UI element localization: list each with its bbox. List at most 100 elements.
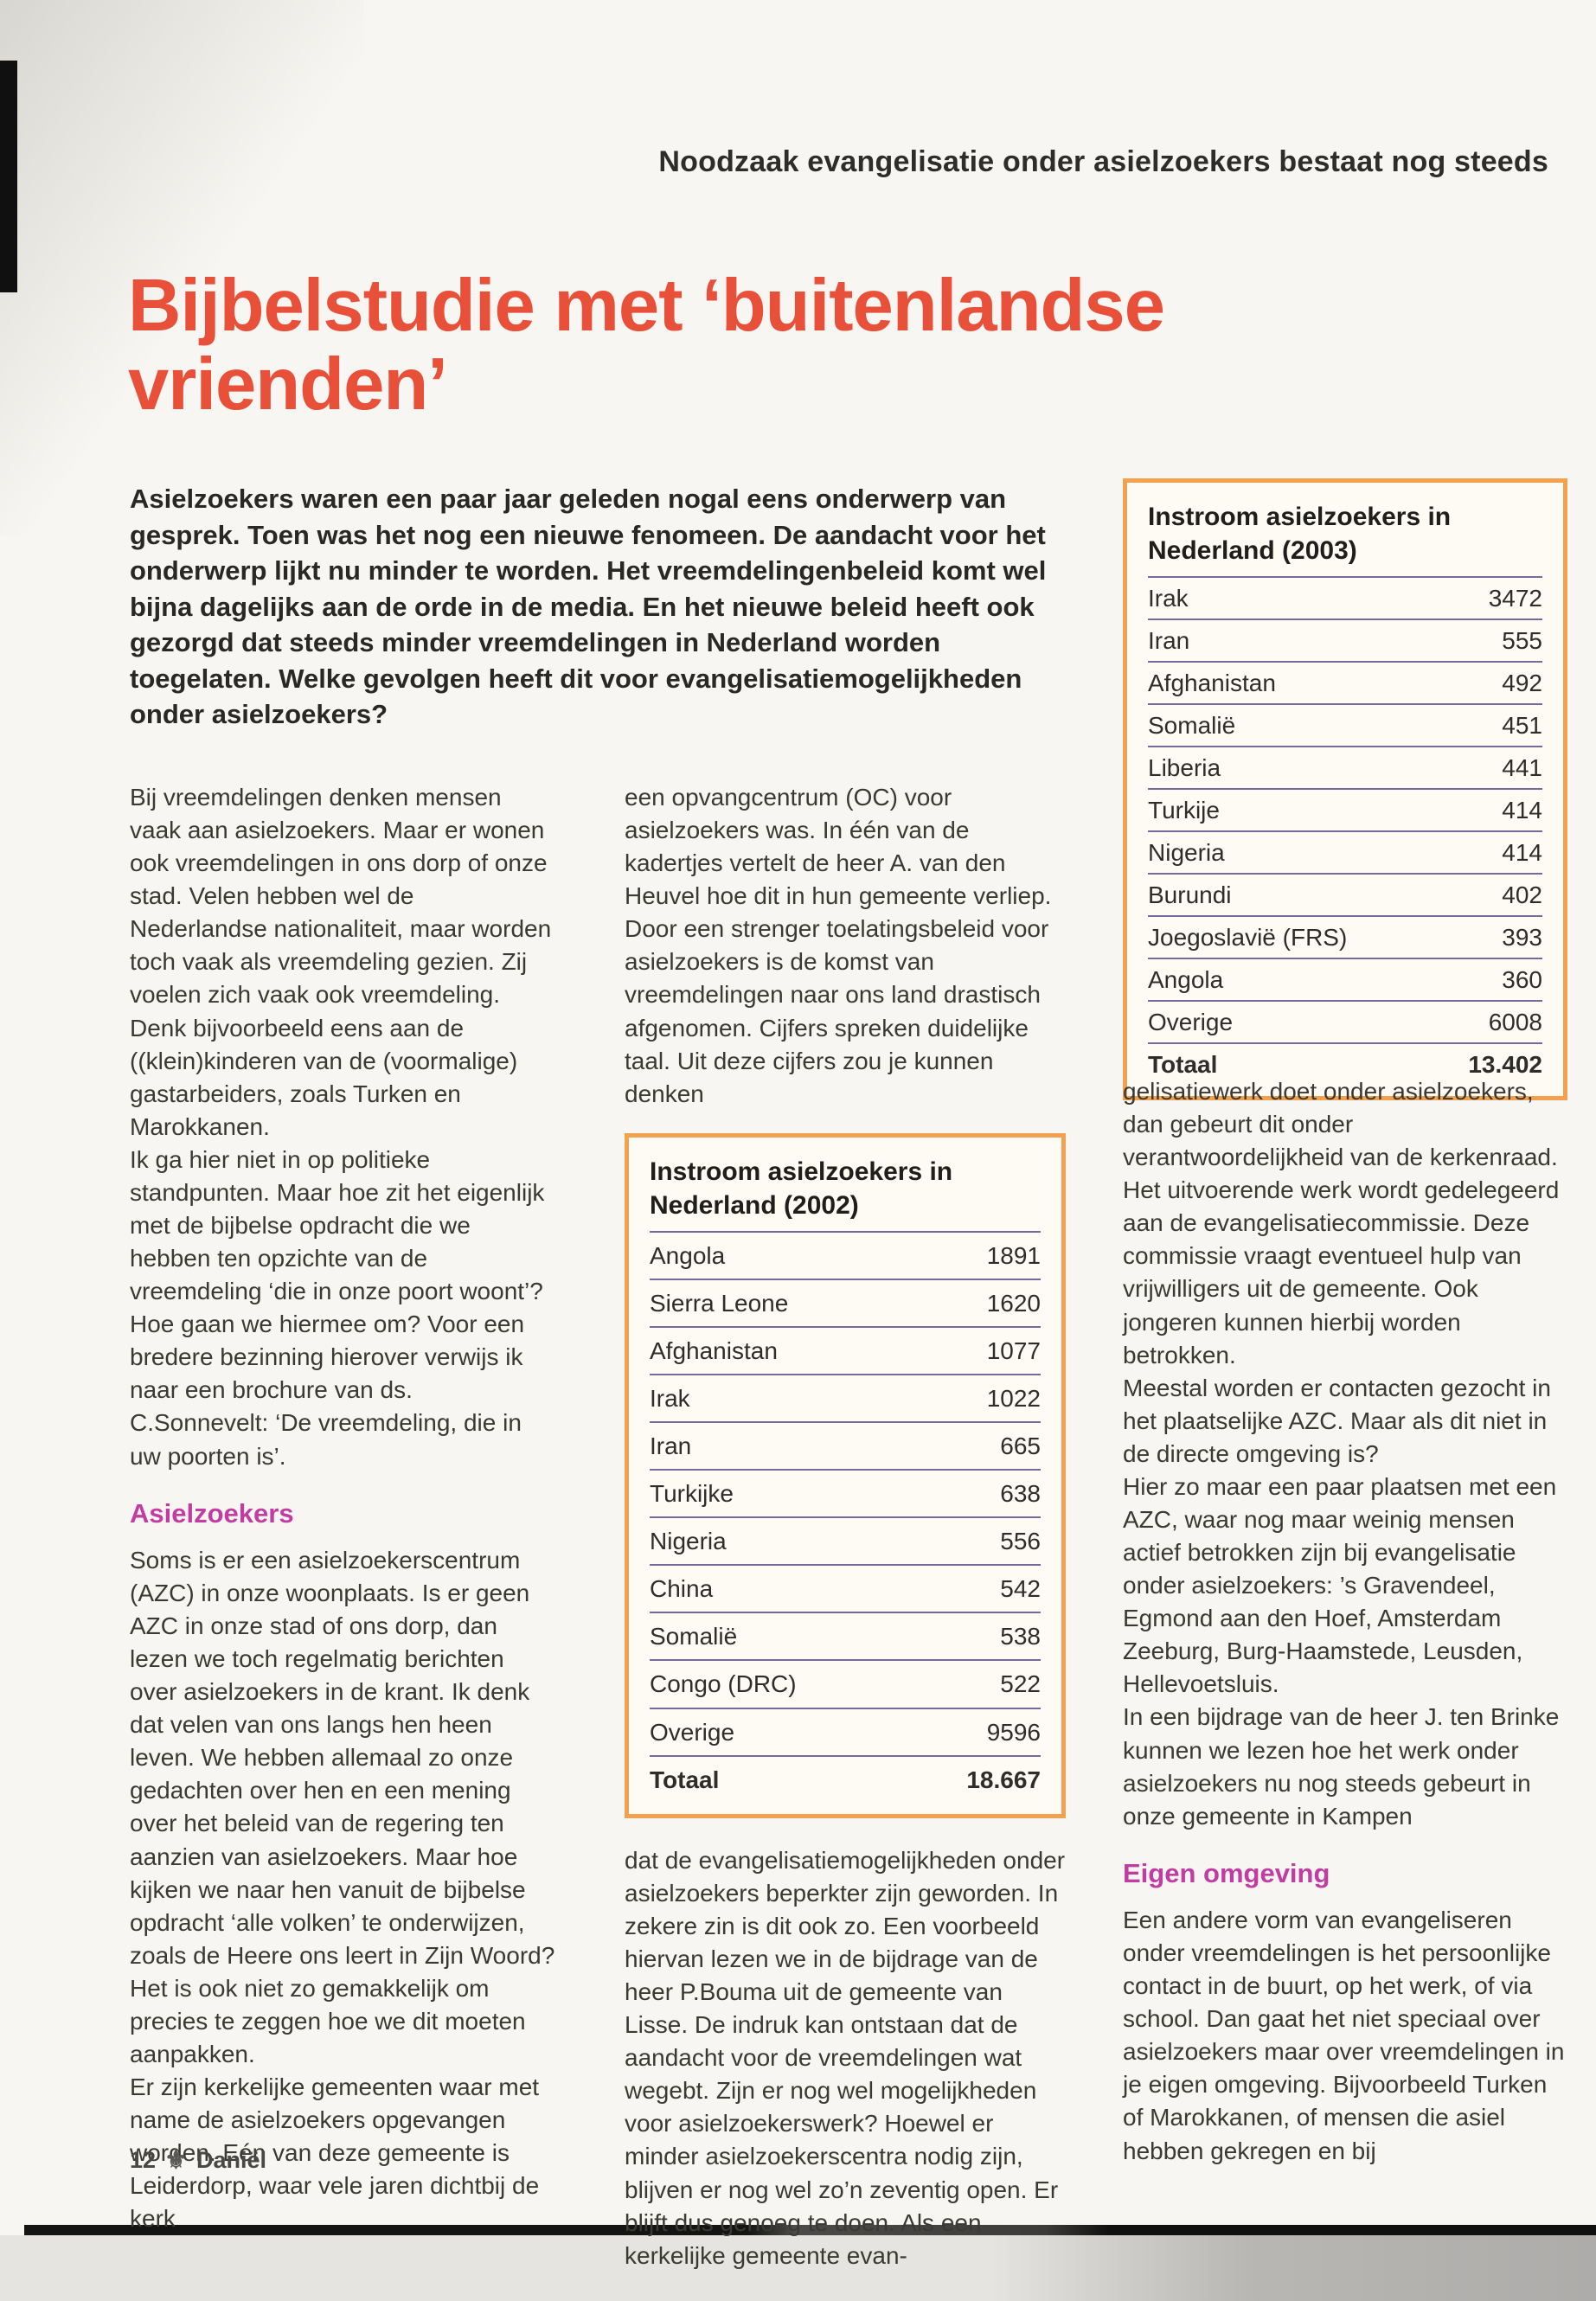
page-number: 12 xyxy=(130,2147,157,2173)
country-label: Angola xyxy=(650,1241,726,1269)
count-value: 556 xyxy=(1000,1528,1041,1555)
paragraph: Hier zo maar een paar plaatsen met een A… xyxy=(1123,1472,1557,1698)
text-column-right: gelisatiewerk doet onder asielzoekers, d… xyxy=(1123,1075,1566,2168)
paragraph: Door een strenger toelatingsbeleid voor … xyxy=(625,915,1049,1107)
count-value: 492 xyxy=(1502,670,1542,696)
table-row: Afghanistan 1077 xyxy=(650,1328,1041,1376)
country-label: Overige xyxy=(1148,1009,1234,1035)
country-label: Angola xyxy=(1148,966,1224,993)
table-row: Irak 1022 xyxy=(650,1375,1041,1424)
paragraph: Een andere vorm van evangeliseren onder … xyxy=(1123,1906,1565,2164)
table-row: Angola 360 xyxy=(1148,959,1542,1002)
table-row: Totaal 18.667 xyxy=(650,1757,1041,1805)
paragraph: Ik ga hier niet in op politieke standpun… xyxy=(130,1145,545,1470)
country-label: Sierra Leone xyxy=(650,1289,789,1317)
table-row: Turkije 414 xyxy=(1148,790,1542,832)
country-label: Afghanistan xyxy=(650,1336,778,1364)
intro-paragraph: Asielzoekers waren een paar jaar geleden… xyxy=(130,484,1047,730)
table-row: Totaal 13.402 xyxy=(1148,1044,1542,1087)
country-label: Nigeria xyxy=(650,1528,727,1555)
table-row: Overige 9596 xyxy=(650,1709,1041,1757)
table-title: Instroom asielzoekers in Nederland (2003… xyxy=(1148,500,1542,578)
table-instroom-2003: Instroom asielzoekers in Nederland (2003… xyxy=(1123,478,1567,1100)
table-rows: Irak 3472 Iran 555 Afghanistan 492 Somalië 451 L… xyxy=(1148,578,1542,1087)
paragraph: gelisatiewerk doet onder asielzoekers, d… xyxy=(1123,1078,1560,1368)
country-label: Burundi xyxy=(1148,881,1232,908)
country-label: Congo (DRC) xyxy=(650,1670,797,1698)
table-title: Instroom asielzoekers in Nederland (2002… xyxy=(650,1155,1041,1233)
count-value: 393 xyxy=(1502,924,1542,951)
count-value: 638 xyxy=(1000,1480,1041,1508)
country-label: Irak xyxy=(650,1385,690,1413)
country-label: Turkije xyxy=(1148,797,1220,824)
table-row: Somalië 538 xyxy=(650,1613,1041,1662)
paragraph: Bij vreemdelingen denken mensen vaak aan… xyxy=(130,784,552,1140)
paragraph: In een bijdrage van de heer J. ten Brink… xyxy=(1123,1703,1560,1830)
count-value: 542 xyxy=(1000,1575,1041,1603)
text-column-left: Bij vreemdelingen denken mensen vaak aan… xyxy=(130,781,555,2235)
table-row: Angola 1891 xyxy=(650,1233,1041,1280)
country-label: China xyxy=(650,1575,714,1603)
count-value: 360 xyxy=(1502,966,1542,993)
section-heading-asielzoekers: Asielzoekers xyxy=(130,1497,294,1529)
table-row: Iran 555 xyxy=(1148,620,1542,663)
scan-bottom-margin xyxy=(0,2235,1596,2301)
table-row: Liberia 441 xyxy=(1148,747,1542,790)
country-label: Somalië xyxy=(1148,712,1236,739)
country-label: Afghanistan xyxy=(1148,670,1276,696)
paragraph: Soms is er een asielzoekerscentrum (AZC)… xyxy=(130,1546,555,2067)
count-value: 1620 xyxy=(986,1289,1041,1317)
country-label: Overige xyxy=(650,1718,735,1746)
country-label: Liberia xyxy=(1148,754,1221,781)
page-footer: 12 ⚜ Daniël xyxy=(130,2147,266,2174)
country-label: Somalië xyxy=(650,1623,738,1650)
scan-edge-artifact-left xyxy=(0,61,17,292)
table-row: Burundi 402 xyxy=(1148,875,1542,917)
table-row: Turkijke 638 xyxy=(650,1471,1041,1519)
paragraph: Meestal worden er contacten gezocht in h… xyxy=(1123,1374,1551,1467)
magazine-name: Daniël xyxy=(195,2147,266,2173)
table-row: Somalië 451 xyxy=(1148,705,1542,747)
table-row: Afghanistan 492 xyxy=(1148,663,1542,705)
country-label: Turkijke xyxy=(650,1480,734,1508)
paragraph: dat de evangelisatiemogelijkheden onder … xyxy=(625,1846,1066,2269)
scan-edge-artifact-bottom xyxy=(24,2225,1596,2235)
count-value: 18.667 xyxy=(966,1766,1041,1793)
table-row: China 542 xyxy=(650,1566,1041,1614)
count-value: 1891 xyxy=(986,1241,1041,1269)
count-value: 3472 xyxy=(1488,585,1542,612)
table-row: Nigeria 556 xyxy=(650,1518,1041,1567)
count-value: 665 xyxy=(1000,1433,1041,1460)
table-row: Overige 6008 xyxy=(1148,1002,1542,1044)
table-row: Joegoslavië (FRS) 393 xyxy=(1148,917,1542,959)
country-label: Totaal xyxy=(1148,1051,1218,1078)
fleur-de-lis-icon: ⚜ xyxy=(164,2145,188,2175)
table-row: Congo (DRC) 522 xyxy=(650,1661,1041,1709)
table-rows: Angola 1891 Sierra Leone 1620 Afghanistan 107… xyxy=(650,1233,1041,1805)
count-value: 1077 xyxy=(986,1336,1041,1364)
count-value: 1022 xyxy=(986,1385,1041,1413)
count-value: 402 xyxy=(1502,881,1542,908)
country-label: Joegoslavië (FRS) xyxy=(1148,924,1348,951)
country-label: Iran xyxy=(1148,627,1190,654)
count-value: 13.402 xyxy=(1468,1051,1542,1078)
country-label: Totaal xyxy=(650,1766,720,1793)
count-value: 555 xyxy=(1502,627,1542,654)
table-instroom-2002: Instroom asielzoekers in Nederland (2002… xyxy=(625,1132,1066,1818)
text-column-middle: een opvangcentrum (OC) voor asielzoekers… xyxy=(625,781,1066,2272)
count-value: 451 xyxy=(1502,712,1542,739)
paragraph: een opvangcentrum (OC) voor asielzoekers… xyxy=(625,784,1052,910)
count-value: 441 xyxy=(1502,754,1542,781)
table-row: Iran 665 xyxy=(650,1423,1041,1471)
count-value: 538 xyxy=(1000,1623,1041,1650)
table-row: Nigeria 414 xyxy=(1148,832,1542,875)
kicker-strapline: Noodzaak evangelisatie onder asielzoeker… xyxy=(658,145,1548,178)
count-value: 414 xyxy=(1502,797,1542,824)
paragraph: Er zijn kerkelijke gemeenten waar met na… xyxy=(130,2073,540,2233)
count-value: 414 xyxy=(1502,839,1542,866)
count-value: 522 xyxy=(1000,1670,1041,1698)
country-label: Irak xyxy=(1148,585,1189,612)
count-value: 6008 xyxy=(1488,1009,1542,1035)
count-value: 9596 xyxy=(986,1718,1041,1746)
